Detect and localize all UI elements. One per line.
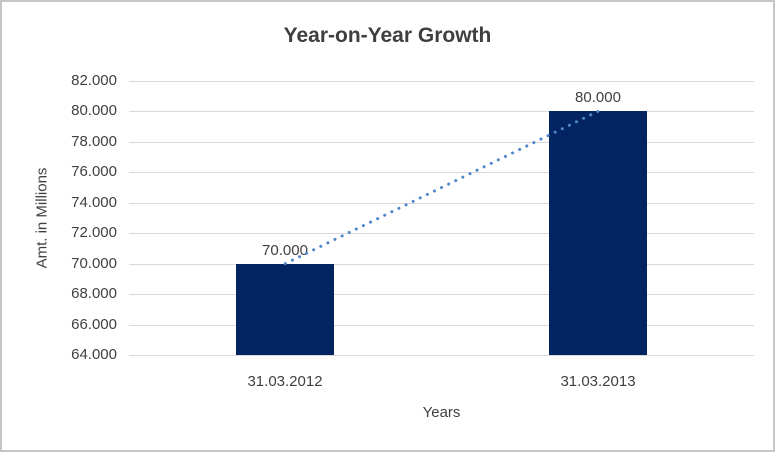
plot-area: 70.000 31.03.2012 80.000 31.03.2013: [129, 81, 754, 390]
gridline: [129, 142, 754, 143]
y-tick-label: 76.000: [71, 163, 117, 180]
y-tick-label: 66.000: [71, 316, 117, 333]
data-label: 70.000: [262, 242, 308, 259]
bar-31.03.2012: [236, 264, 334, 355]
x-tick-label: 31.03.2013: [560, 373, 636, 390]
gridline: [129, 233, 754, 234]
gridline: [129, 203, 754, 204]
x-tick-label: 31.03.2012: [247, 373, 323, 390]
y-tick-label: 70.000: [71, 255, 117, 272]
y-tick-label: 64.000: [71, 346, 117, 363]
gridline: [129, 294, 754, 295]
y-tick-label: 82.000: [71, 72, 117, 89]
x-axis-title: Years: [422, 404, 461, 421]
gridline: [129, 111, 754, 112]
y-tick-label: 72.000: [71, 224, 117, 241]
gridline: [129, 355, 754, 356]
gridline: [129, 264, 754, 265]
gridline: [129, 172, 754, 173]
y-axis-title: Amt. in Millions: [33, 167, 51, 269]
gridline: [129, 81, 754, 82]
y-tick-label: 68.000: [71, 285, 117, 302]
y-tick-label: 80.000: [71, 102, 117, 119]
y-tick-label: 78.000: [71, 133, 117, 150]
trendline: [283, 109, 600, 266]
gridline: [129, 325, 754, 326]
data-label: 80.000: [575, 89, 621, 106]
y-tick-label: 74.000: [71, 194, 117, 211]
bar-31.03.2013: [549, 111, 647, 355]
chart-title: Year-on-Year Growth: [283, 24, 492, 47]
